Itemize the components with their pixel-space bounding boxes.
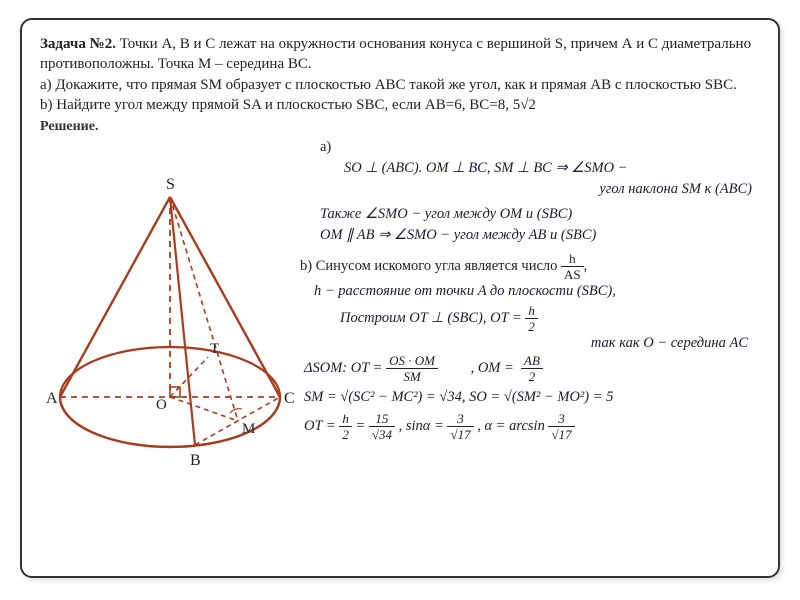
label-T: T	[210, 341, 219, 357]
line-a1-pre: SO ⊥ (ABC). OM ⊥ BC, SM ⊥ BC ⇒ ∠SMO −	[344, 160, 627, 176]
math-column: a) SO ⊥ (ABC). OM ⊥ BC, SM ⊥ BC ⇒ ∠SMO −…	[300, 137, 760, 497]
problem-b-tail: 5√2	[513, 97, 536, 113]
content-row: S A C B O M T a) SO ⊥ (ABC). OM ⊥ BC, SM…	[40, 137, 760, 497]
line-b4: так как O − середина AC	[300, 333, 760, 354]
frac-b7-2: 15 √34	[369, 412, 395, 441]
problem-b-prefix: b) Найдите угол между прямой SA и плоско…	[40, 97, 513, 113]
cone-figure: S A C B O M T	[40, 137, 300, 497]
frac-ab-2: AB 2	[521, 354, 543, 383]
problem-card: Задача №2. Точки А, В и С лежат на окруж…	[20, 18, 780, 578]
solution-label: Решение.	[40, 119, 760, 135]
line-b7: OT = h 2 = 15 √34 , sinα = 3 √17 , α = a…	[304, 412, 760, 441]
line-a1-post: угол наклона SM к (ABC)	[300, 179, 760, 200]
line-b6: SM = √(SC² − MC²) = √34, SO = √(SM² − MO…	[304, 387, 760, 408]
problem-text-1: Точки А, В и С лежат на окружности основ…	[40, 36, 751, 72]
line-b3-pre: Построим OT ⊥ (SBC), OT =	[340, 310, 525, 326]
frac-h-AS: h AS	[561, 252, 584, 281]
line-b2: h − расстояние от точки A до плоскости (…	[314, 281, 760, 302]
edge-SA	[60, 197, 170, 397]
problem-title: Задача №2.	[40, 36, 116, 52]
line-b7-mid: , sinα =	[399, 418, 448, 434]
line-b5-mid: , OM =	[442, 360, 518, 376]
frac-osom-den: SM	[386, 369, 438, 383]
label-C: C	[284, 390, 295, 407]
line-a1: SO ⊥ (ABC). OM ⊥ BC, SM ⊥ BC ⇒ ∠SMO −	[344, 158, 760, 179]
line-b5-pre: ΔSOM: OT =	[304, 360, 386, 376]
frac-b7-1-num: h	[339, 412, 352, 427]
part-a-label: a)	[320, 137, 760, 158]
line-b5: ΔSOM: OT = OS · OM SM , OM = AB 2	[304, 354, 760, 383]
frac-osom-sm: OS · OM SM	[386, 354, 438, 383]
frac-b7-4: 3 √17	[548, 412, 574, 441]
frac-ab-2-den: 2	[521, 369, 543, 383]
line-a3: OM ∥ AB ⇒ ∠SMO − угол между AB и (SBC)	[320, 225, 760, 246]
frac-b7-1: h 2	[339, 412, 352, 441]
problem-a: a) Докажите, что прямая SM образует с пл…	[40, 77, 737, 93]
line-b7-mid2: , α = arcsin	[477, 418, 548, 434]
frac-b7-4-num: 3	[548, 412, 574, 427]
frac-h-2: h 2	[525, 304, 538, 333]
line-b3: Построим OT ⊥ (SBC), OT = h 2	[340, 304, 760, 333]
part-b-label: b)	[300, 258, 312, 274]
frac-h-2-num: h	[525, 304, 538, 319]
label-O: O	[156, 397, 167, 413]
frac-h-2-den: 2	[525, 319, 538, 333]
line-a2: Также ∠SMO − угол между OM и (SBC)	[320, 204, 760, 225]
frac-osom-num: OS · OM	[386, 354, 438, 369]
label-A: A	[46, 390, 58, 407]
line-b1-post: ,	[584, 258, 588, 274]
line-b7-eq: =	[355, 418, 368, 434]
frac-b7-2-num: 15	[369, 412, 395, 427]
figure-column: S A C B O M T	[40, 137, 300, 497]
part-b-row: b) Синусом искомого угла является число …	[300, 252, 760, 281]
frac-h-AS-num: h	[561, 252, 584, 267]
label-M: M	[242, 421, 255, 437]
frac-b7-3-den: √17	[447, 427, 473, 441]
frac-h-AS-den: AS	[561, 267, 584, 281]
line-b7-pre: OT =	[304, 418, 339, 434]
frac-b7-3: 3 √17	[447, 412, 473, 441]
frac-ab-2-num: AB	[521, 354, 543, 369]
frac-b7-1-den: 2	[339, 427, 352, 441]
frac-b7-2-den: √34	[369, 427, 395, 441]
problem-statement: Задача №2. Точки А, В и С лежат на окруж…	[40, 34, 760, 115]
frac-b7-4-den: √17	[548, 427, 574, 441]
frac-b7-3-num: 3	[447, 412, 473, 427]
label-S: S	[166, 176, 175, 193]
label-B: B	[190, 452, 201, 469]
line-b1-pre: Синусом искомого угла является число	[316, 258, 561, 274]
line-OM	[170, 397, 238, 421]
